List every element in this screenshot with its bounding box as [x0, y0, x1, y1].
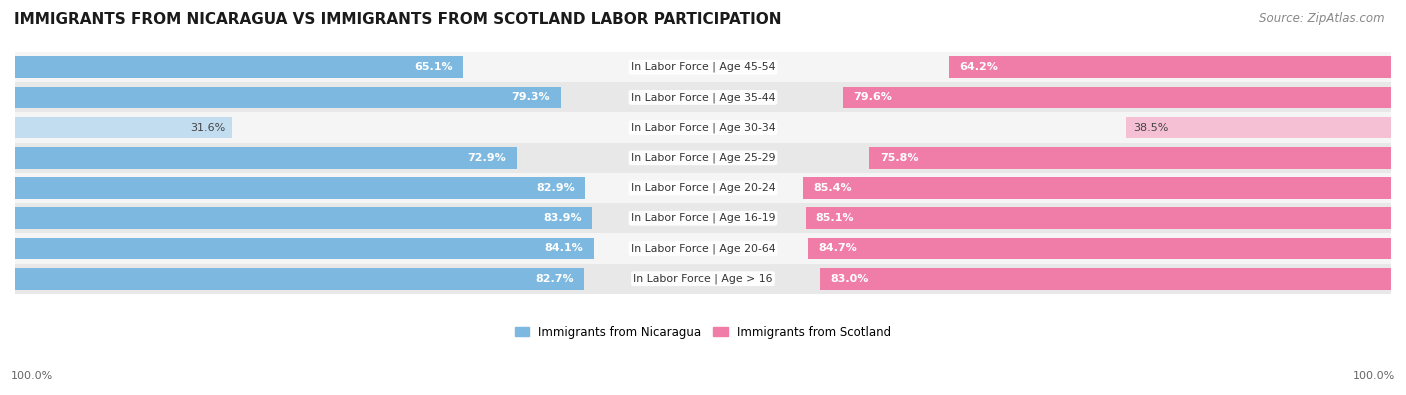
Bar	[15, 263, 1391, 294]
Bar	[15, 117, 232, 139]
Text: 83.9%: 83.9%	[543, 213, 582, 223]
Text: In Labor Force | Age 20-24: In Labor Force | Age 20-24	[631, 183, 775, 193]
Text: In Labor Force | Age 30-34: In Labor Force | Age 30-34	[631, 122, 775, 133]
Bar	[15, 268, 583, 290]
Text: 83.0%: 83.0%	[831, 274, 869, 284]
Bar	[820, 268, 1391, 290]
Bar	[15, 82, 1391, 113]
Text: 79.3%: 79.3%	[512, 92, 550, 102]
Bar	[15, 233, 1391, 263]
Text: In Labor Force | Age 25-29: In Labor Force | Age 25-29	[631, 152, 775, 163]
Bar	[15, 207, 592, 229]
Bar	[844, 87, 1391, 108]
Bar	[15, 143, 1391, 173]
Bar	[15, 56, 463, 78]
Text: 65.1%: 65.1%	[413, 62, 453, 72]
Text: 38.5%: 38.5%	[1133, 122, 1168, 133]
Text: 79.6%: 79.6%	[853, 92, 893, 102]
Bar	[15, 203, 1391, 233]
Text: 84.7%: 84.7%	[818, 243, 858, 254]
Bar	[806, 207, 1391, 229]
Bar	[15, 52, 1391, 82]
Text: In Labor Force | Age > 16: In Labor Force | Age > 16	[633, 273, 773, 284]
Bar	[869, 147, 1391, 169]
Bar	[15, 113, 1391, 143]
Text: 85.4%: 85.4%	[814, 183, 852, 193]
Text: In Labor Force | Age 20-64: In Labor Force | Age 20-64	[631, 243, 775, 254]
Bar	[15, 237, 593, 260]
Bar	[803, 177, 1391, 199]
Text: 31.6%: 31.6%	[190, 122, 225, 133]
Text: 100.0%: 100.0%	[11, 371, 53, 381]
Text: 82.7%: 82.7%	[536, 274, 574, 284]
Bar	[808, 237, 1391, 260]
Text: In Labor Force | Age 45-54: In Labor Force | Age 45-54	[631, 62, 775, 72]
Text: 64.2%: 64.2%	[960, 62, 998, 72]
Text: In Labor Force | Age 16-19: In Labor Force | Age 16-19	[631, 213, 775, 224]
Text: 75.8%: 75.8%	[880, 153, 918, 163]
Text: IMMIGRANTS FROM NICARAGUA VS IMMIGRANTS FROM SCOTLAND LABOR PARTICIPATION: IMMIGRANTS FROM NICARAGUA VS IMMIGRANTS …	[14, 12, 782, 27]
Legend: Immigrants from Nicaragua, Immigrants from Scotland: Immigrants from Nicaragua, Immigrants fr…	[510, 321, 896, 343]
Bar	[15, 147, 516, 169]
Text: In Labor Force | Age 35-44: In Labor Force | Age 35-44	[631, 92, 775, 103]
Text: 72.9%: 72.9%	[467, 153, 506, 163]
Text: 82.9%: 82.9%	[536, 183, 575, 193]
Bar	[949, 56, 1391, 78]
Bar	[15, 177, 585, 199]
Bar	[15, 173, 1391, 203]
Text: 84.1%: 84.1%	[544, 243, 583, 254]
Bar	[15, 87, 561, 108]
Text: Source: ZipAtlas.com: Source: ZipAtlas.com	[1260, 12, 1385, 25]
Text: 100.0%: 100.0%	[1353, 371, 1395, 381]
Bar	[1126, 117, 1391, 139]
Text: 85.1%: 85.1%	[815, 213, 855, 223]
